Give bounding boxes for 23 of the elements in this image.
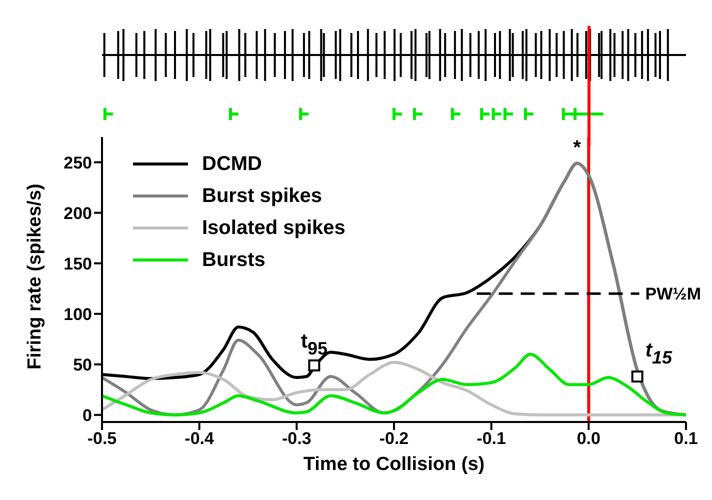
series-label: PW½M xyxy=(645,284,702,304)
y-tick-label: 100 xyxy=(64,304,92,324)
annotation: t$_{95}$ xyxy=(300,330,328,359)
y-axis-title: Firing rate (spikes/s) xyxy=(24,184,46,370)
legend-label: Isolated spikes xyxy=(202,216,346,240)
y-tick-label: 200 xyxy=(64,204,92,223)
x-tick-label: -0.2 xyxy=(379,429,409,448)
y-tick-label: 150 xyxy=(64,254,92,274)
annotation: t$_{15}$ xyxy=(645,340,674,368)
x-tick-label: -0.5 xyxy=(87,429,117,448)
legend-label: Burst spikes xyxy=(202,184,322,208)
x-tick-label: 0.0 xyxy=(576,429,600,448)
x-tick-label: -0.4 xyxy=(184,429,215,448)
x-tick-label: 0.1 xyxy=(674,429,698,448)
x-tick-label: -0.3 xyxy=(282,429,312,448)
x-tick-label: -0.1 xyxy=(476,429,506,448)
x-axis-title: Time to Collision (s) xyxy=(303,454,485,475)
y-tick-label: 250 xyxy=(64,153,92,172)
y-tick-label: 0 xyxy=(82,406,92,425)
annotation: * xyxy=(573,137,582,160)
y-tick-label: 50 xyxy=(73,355,92,374)
legend-label: Bursts xyxy=(202,248,266,272)
legend-label: DCMD xyxy=(202,152,262,176)
